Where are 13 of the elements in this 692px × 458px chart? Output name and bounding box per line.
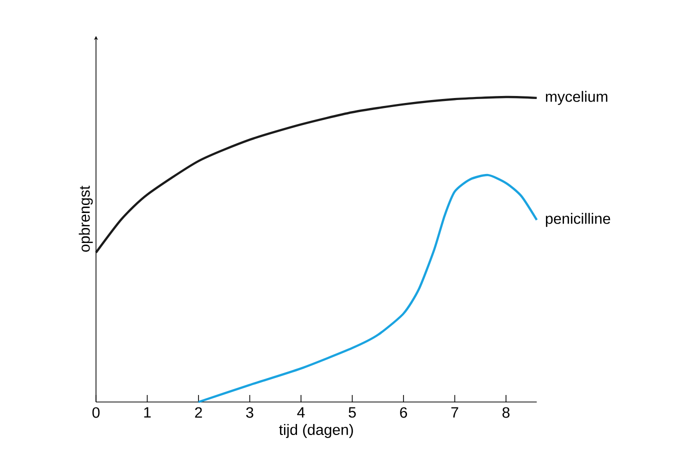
series-label: penicilline [546, 212, 610, 227]
x-tick-label: 8 [502, 407, 510, 418]
x-tick-label: 1 [144, 407, 151, 418]
x-tick-label: 4 [297, 407, 305, 418]
x-tick-label: 3 [246, 407, 254, 418]
x-tick-label: 5 [348, 407, 356, 418]
x-tick-label: 2 [195, 407, 202, 418]
y-axis-title: opbrengst [78, 186, 93, 252]
x-tick-label: 7 [451, 407, 458, 418]
x-tick-label: 0 [92, 407, 100, 418]
x-axis-title: tijd (dagen) [279, 424, 353, 438]
series-label: mycelium [546, 90, 608, 105]
x-tick-label: 6 [400, 407, 408, 418]
